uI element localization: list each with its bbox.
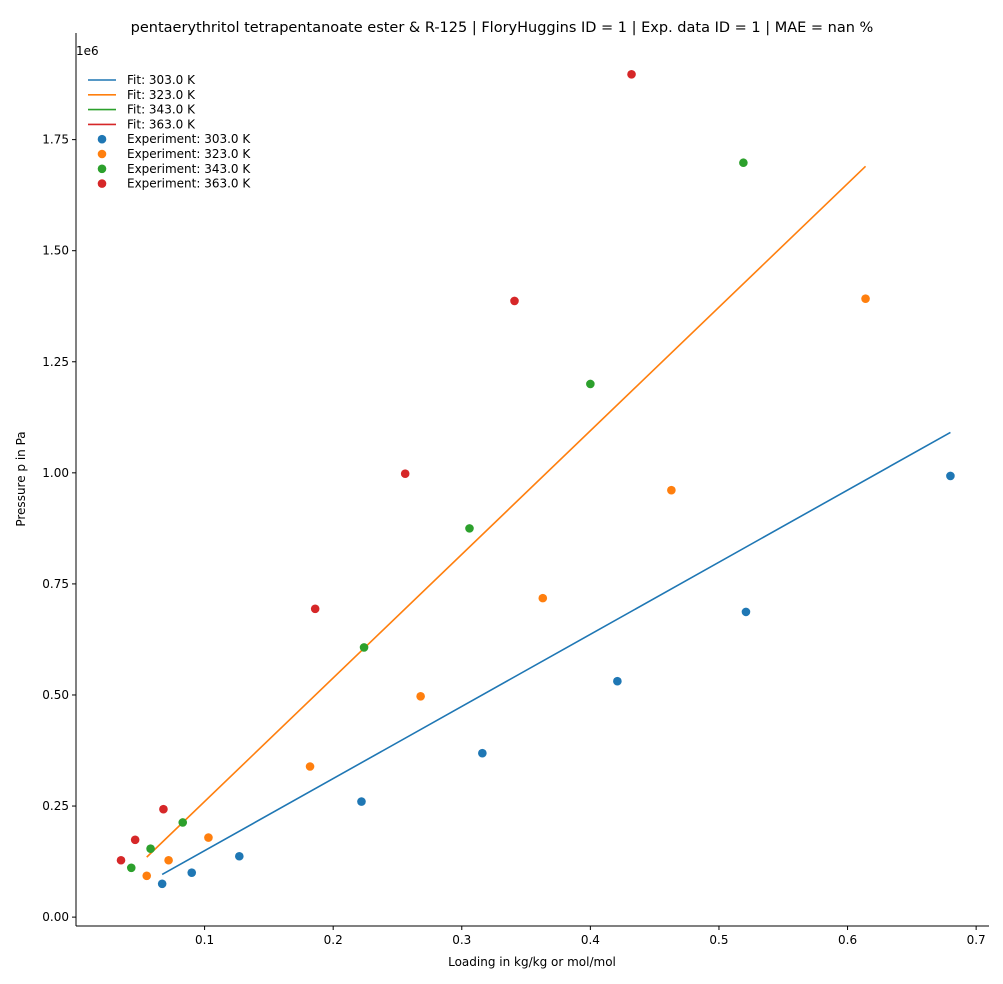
legend-label: Fit: 303.0 K xyxy=(127,73,196,87)
legend-label: Experiment: 363.0 K xyxy=(127,177,251,191)
y-tick-label: 0.75 xyxy=(42,577,69,591)
data-point-series-1 xyxy=(538,593,548,603)
plot-area: 0.1 0.2 0.3 0.4 0.5 0.6 0.7 0.00 0.25 0.50 0.75 1.… xyxy=(42,33,989,947)
y-tick-label: 0.25 xyxy=(42,799,69,813)
data-point-series-0 xyxy=(946,471,955,481)
x-ticks: 0.1 0.2 0.3 0.4 0.5 0.6 0.7 xyxy=(195,926,986,947)
fit-line-0 xyxy=(161,431,951,876)
legend-marker-swatch xyxy=(97,164,107,174)
data-point-series-0 xyxy=(741,607,751,617)
y-ticks: 0.00 0.25 0.50 0.75 1.00 1.25 1.50 1.75 xyxy=(42,133,76,924)
data-point-series-1 xyxy=(204,833,213,842)
data-point-series-3 xyxy=(627,70,636,79)
data-point-series-0 xyxy=(357,797,366,806)
data-point-series-1 xyxy=(667,485,676,495)
data-point-series-3 xyxy=(130,835,140,845)
x-tick-label: 0.1 xyxy=(195,933,214,947)
legend-label: Experiment: 303.0 K xyxy=(127,132,251,146)
legend-marker-swatch xyxy=(97,149,107,159)
data-point-series-3 xyxy=(116,855,126,865)
y-tick-label: 1.75 xyxy=(42,133,69,147)
data-point-series-3 xyxy=(400,469,410,479)
chart-title: pentaerythritol tetrapentanoate ester & … xyxy=(131,20,874,36)
data-point-series-2 xyxy=(146,844,155,853)
data-point-series-2 xyxy=(465,524,474,533)
legend-label: Experiment: 323.0 K xyxy=(127,147,251,161)
fit-lines xyxy=(146,165,951,876)
legend-label: Fit: 343.0 K xyxy=(127,103,196,117)
y-tick-label: 1.25 xyxy=(42,355,69,369)
y-axis-label: Pressure p in Pa xyxy=(14,431,28,526)
legend-label: Fit: 323.0 K xyxy=(127,88,196,102)
x-tick-label: 0.2 xyxy=(324,933,343,947)
data-point-series-3 xyxy=(159,804,168,814)
y-tick-label: 1.00 xyxy=(42,466,69,480)
x-tick-label: 0.4 xyxy=(581,933,600,947)
data-point-series-2 xyxy=(359,643,369,652)
data-point-series-2 xyxy=(178,818,188,827)
fit-line-1 xyxy=(146,165,867,858)
x-tick-label: 0.3 xyxy=(452,933,471,947)
legend-marker-swatch xyxy=(97,179,107,188)
y-offset-label: 1e6 xyxy=(76,44,99,58)
legend-marker-swatch xyxy=(97,134,107,144)
data-point-series-2 xyxy=(126,863,136,873)
legend-label: Fit: 363.0 K xyxy=(127,117,196,131)
data-point-series-1 xyxy=(164,855,173,865)
x-tick-label: 0.6 xyxy=(838,933,857,947)
y-tick-label: 0.00 xyxy=(42,910,69,924)
data-point-series-3 xyxy=(310,604,320,614)
x-tick-label: 0.7 xyxy=(967,933,986,947)
data-point-series-1 xyxy=(416,692,425,701)
y-tick-label: 1.50 xyxy=(42,244,69,258)
data-point-series-0 xyxy=(478,748,487,758)
x-axis-label: Loading in kg/kg or mol/mol xyxy=(448,955,616,969)
data-point-series-3 xyxy=(510,296,519,306)
x-tick-label: 0.5 xyxy=(709,933,728,947)
data-point-series-2 xyxy=(739,158,748,168)
data-point-series-1 xyxy=(142,871,152,881)
data-point-series-0 xyxy=(613,676,622,686)
y-tick-label: 0.50 xyxy=(42,688,69,702)
data-point-series-2 xyxy=(586,379,595,389)
legend-label: Experiment: 343.0 K xyxy=(127,162,251,176)
data-point-series-1 xyxy=(861,294,870,303)
data-points xyxy=(116,70,955,889)
data-point-series-0 xyxy=(187,868,197,877)
data-point-series-0 xyxy=(157,879,167,889)
data-point-series-1 xyxy=(305,762,315,771)
data-point-series-0 xyxy=(235,851,244,861)
